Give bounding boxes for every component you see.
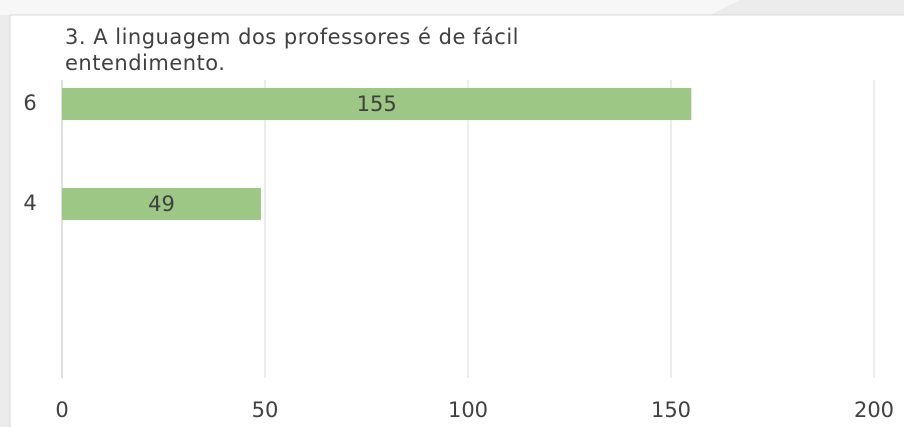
x-tick-label: 50	[252, 398, 279, 422]
bar	[62, 188, 261, 220]
chart-panel	[9, 14, 904, 427]
data-label: 49	[148, 192, 175, 216]
background-shape	[0, 0, 740, 15]
x-tick-label: 100	[448, 398, 488, 422]
x-tick-label: 150	[651, 398, 691, 422]
bar	[62, 88, 692, 120]
y-tick-label: 6	[23, 91, 36, 115]
chart-title: 3. A linguagem dos professores é de fáci…	[65, 25, 520, 75]
x-tick-label: 200	[854, 398, 894, 422]
x-tick-label: 0	[55, 398, 68, 422]
y-tick-label: 4	[23, 191, 36, 215]
data-label: 155	[357, 92, 397, 116]
